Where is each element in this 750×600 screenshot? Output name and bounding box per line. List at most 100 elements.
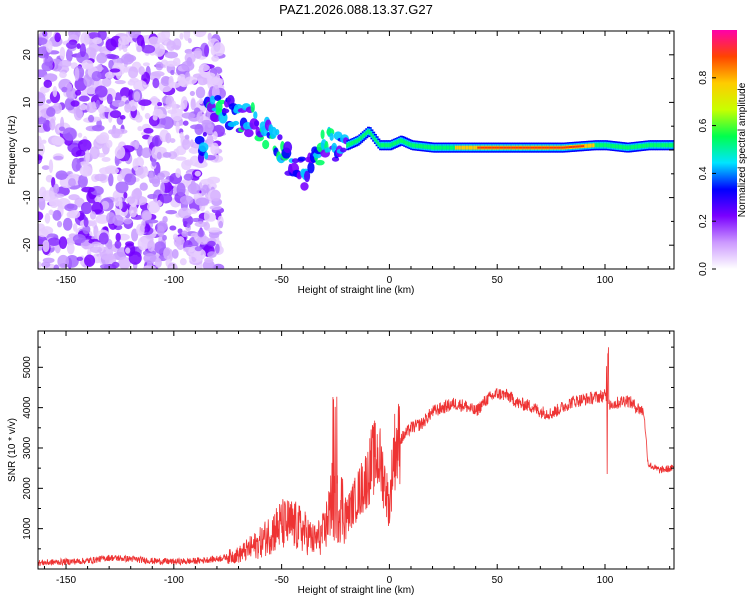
noise-blob (71, 157, 81, 172)
band-core (618, 144, 622, 149)
noise-blob (154, 257, 162, 268)
noise-blob (189, 90, 196, 97)
spectrogram-xtick-label: -150 (56, 275, 76, 286)
band-peak (582, 145, 586, 148)
band-core (401, 139, 405, 144)
band-core (639, 144, 643, 149)
spectrogram-xtick-label: 100 (597, 275, 614, 286)
noise-blob (212, 263, 225, 269)
noise-blob (212, 131, 218, 140)
band-peak (491, 146, 495, 149)
ridge-blob (277, 134, 283, 141)
band-peak (548, 146, 552, 149)
band-core (641, 144, 645, 149)
band-core (375, 139, 379, 144)
noise-blob (72, 234, 86, 244)
noise-blob (80, 201, 93, 215)
colorbar-ticks: 0.0 0.2 0.4 0.6 0.8 (698, 70, 716, 276)
noise-blob (106, 139, 113, 148)
noise-blob (190, 124, 202, 130)
band-core (380, 143, 384, 148)
noise-blob (87, 114, 95, 123)
noise-blob (131, 188, 143, 200)
band-core (353, 140, 357, 145)
noise-blob (198, 64, 210, 72)
noise-blob (209, 135, 214, 144)
band-core (665, 143, 669, 148)
band-core (627, 145, 631, 150)
band-core (392, 141, 396, 146)
noise-blob (68, 178, 76, 187)
noise-blob (59, 46, 66, 60)
noise-blob (138, 99, 152, 107)
noise-blob (81, 59, 94, 70)
noise-blob (89, 246, 103, 254)
noise-blob (44, 213, 51, 224)
noise-blob (45, 40, 53, 53)
ridge-blob (275, 129, 280, 136)
noise-blob (105, 53, 117, 59)
noise-blob (48, 209, 54, 216)
ridge-blob (303, 170, 311, 183)
band-core (417, 143, 421, 148)
noise-blob (193, 31, 207, 38)
ridge-blob (315, 159, 325, 166)
noise-blob (129, 203, 138, 218)
band-core (475, 145, 479, 150)
band-core (658, 143, 662, 148)
noise-blob (61, 86, 68, 93)
noise-blob (64, 97, 76, 111)
noise-blob (160, 75, 171, 87)
band-core (467, 145, 471, 150)
noise-blob (179, 258, 187, 266)
noise-blob (207, 227, 221, 233)
noise-blob (200, 178, 214, 185)
band-core (620, 144, 624, 149)
ridge-blob (300, 182, 309, 191)
band-core (432, 145, 436, 150)
noise-blob (215, 243, 220, 254)
band-core (632, 144, 636, 149)
ridge-blob (340, 147, 347, 153)
figure-title: PAZ1.2026.088.13.37.G27 (279, 2, 433, 17)
noise-blob (162, 215, 168, 224)
colorbar-strip (712, 30, 737, 269)
noise-blob (142, 62, 150, 67)
spectrogram-blobs (38, 31, 674, 269)
band-core (629, 145, 633, 150)
snr-xtick-label: 100 (597, 575, 614, 586)
noise-blob (98, 232, 109, 245)
band-peak (539, 146, 543, 149)
noise-blob (101, 77, 112, 87)
noise-blob (202, 184, 209, 194)
noise-blob (151, 175, 161, 188)
band-core (463, 145, 467, 150)
noise-blob (58, 126, 65, 132)
noise-blob (207, 240, 216, 247)
band-peak (529, 146, 533, 149)
noise-blob (152, 78, 160, 89)
noise-blob (154, 241, 167, 254)
snr-ytick-label: 5000 (22, 356, 33, 379)
band-peak (486, 146, 490, 149)
band-core (429, 145, 433, 150)
noise-blob (65, 41, 77, 49)
band-core (598, 143, 602, 148)
band-core (382, 143, 386, 148)
band-peak (487, 146, 491, 149)
noise-blob (68, 194, 80, 201)
band-core (346, 143, 350, 148)
noise-blob (38, 116, 47, 125)
noise-blob (123, 218, 133, 225)
ridge-blob (250, 102, 255, 113)
colorbar-tick-label: 0.4 (698, 166, 709, 180)
noise-blob (76, 256, 84, 261)
noise-blob (135, 114, 143, 123)
band-core (605, 143, 609, 148)
band-core (603, 143, 607, 148)
band-core (403, 139, 407, 144)
noise-blob (78, 95, 90, 102)
ridge-blob (262, 139, 270, 150)
noise-blob (38, 111, 42, 118)
noise-blob (41, 261, 51, 268)
